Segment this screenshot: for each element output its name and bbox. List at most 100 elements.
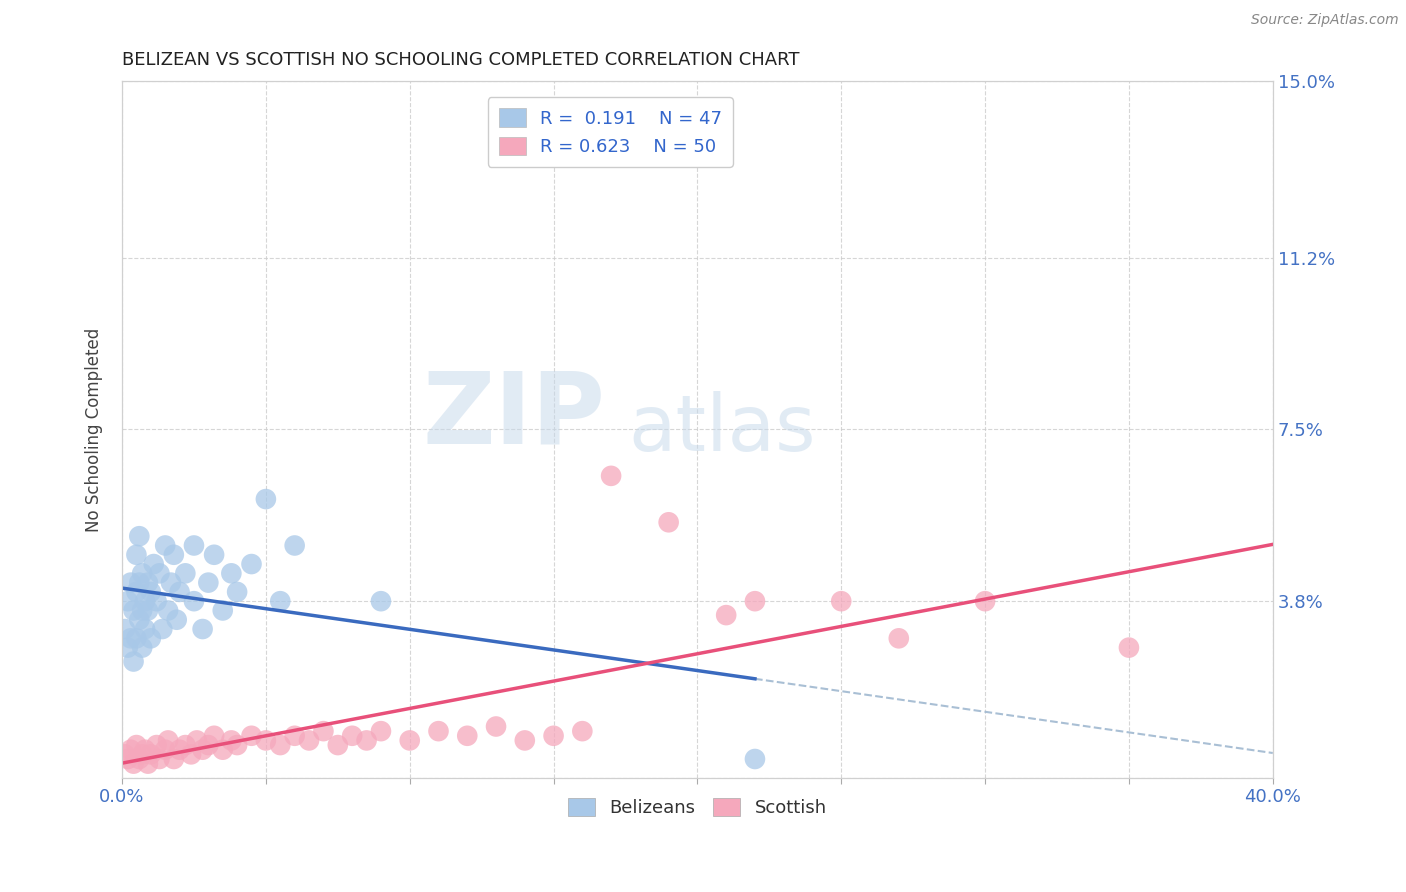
Point [269, 738, 291, 752]
Point [221, 733, 243, 747]
Point [131, 603, 153, 617]
Point [240, 557, 263, 571]
Y-axis label: No Schooling Completed: No Schooling Completed [86, 327, 103, 532]
Point [117, 640, 139, 655]
Point [174, 738, 197, 752]
Point [120, 742, 142, 756]
Point [128, 575, 150, 590]
Point [226, 585, 249, 599]
Point [145, 738, 167, 752]
Point [134, 622, 156, 636]
Point [197, 738, 219, 752]
Point [169, 742, 191, 756]
Point [326, 738, 349, 752]
Text: Source: ZipAtlas.com: Source: ZipAtlas.com [1251, 13, 1399, 28]
Text: atlas: atlas [628, 392, 815, 467]
Legend: Belizeans, Scottish: Belizeans, Scottish [561, 790, 834, 824]
Point [163, 548, 186, 562]
Point [202, 729, 225, 743]
Point [186, 733, 208, 747]
Point [125, 738, 148, 752]
Point [131, 640, 153, 655]
Point [191, 742, 214, 756]
Point [122, 655, 145, 669]
Point [254, 492, 277, 507]
Point [543, 729, 565, 743]
Point [830, 594, 852, 608]
Point [122, 603, 145, 617]
Point [398, 733, 420, 747]
Point [340, 729, 363, 743]
Point [211, 603, 233, 617]
Point [284, 729, 307, 743]
Point [254, 733, 277, 747]
Point [571, 724, 593, 739]
Point [513, 733, 536, 747]
Point [117, 752, 139, 766]
Point [887, 632, 910, 646]
Point [125, 585, 148, 599]
Point [191, 622, 214, 636]
Point [456, 729, 478, 743]
Point [128, 529, 150, 543]
Point [157, 603, 180, 617]
Point [744, 594, 766, 608]
Point [169, 585, 191, 599]
Point [197, 575, 219, 590]
Point [136, 603, 159, 617]
Point [153, 742, 176, 756]
Text: BELIZEAN VS SCOTTISH NO SCHOOLING COMPLETED CORRELATION CHART: BELIZEAN VS SCOTTISH NO SCHOOLING COMPLE… [122, 51, 800, 69]
Point [427, 724, 450, 739]
Point [148, 752, 170, 766]
Point [125, 632, 148, 646]
Point [600, 468, 623, 483]
Point [142, 557, 165, 571]
Point [148, 566, 170, 581]
Point [974, 594, 997, 608]
Point [370, 594, 392, 608]
Point [180, 747, 202, 762]
Point [122, 756, 145, 771]
Point [211, 742, 233, 756]
Point [150, 622, 173, 636]
Point [485, 719, 508, 733]
Point [312, 724, 335, 739]
Point [240, 729, 263, 743]
Point [744, 752, 766, 766]
Point [134, 594, 156, 608]
Point [139, 632, 162, 646]
Point [125, 548, 148, 562]
Point [298, 733, 321, 747]
Point [166, 613, 188, 627]
Point [160, 575, 183, 590]
Point [284, 539, 307, 553]
Point [131, 566, 153, 581]
Point [174, 566, 197, 581]
Point [139, 585, 162, 599]
Point [136, 756, 159, 771]
Point [221, 566, 243, 581]
Point [714, 608, 737, 623]
Point [128, 752, 150, 766]
Point [136, 575, 159, 590]
Point [370, 724, 392, 739]
Point [157, 733, 180, 747]
Point [226, 738, 249, 752]
Point [183, 594, 205, 608]
Point [139, 747, 162, 762]
Point [145, 594, 167, 608]
Point [356, 733, 378, 747]
Point [128, 613, 150, 627]
Point [183, 539, 205, 553]
Point [120, 575, 142, 590]
Text: ZIP: ZIP [422, 367, 606, 464]
Point [114, 747, 136, 762]
Point [658, 516, 681, 530]
Point [117, 594, 139, 608]
Point [1118, 640, 1140, 655]
Point [131, 747, 153, 762]
Point [202, 548, 225, 562]
Point [269, 594, 291, 608]
Point [153, 539, 176, 553]
Point [114, 622, 136, 636]
